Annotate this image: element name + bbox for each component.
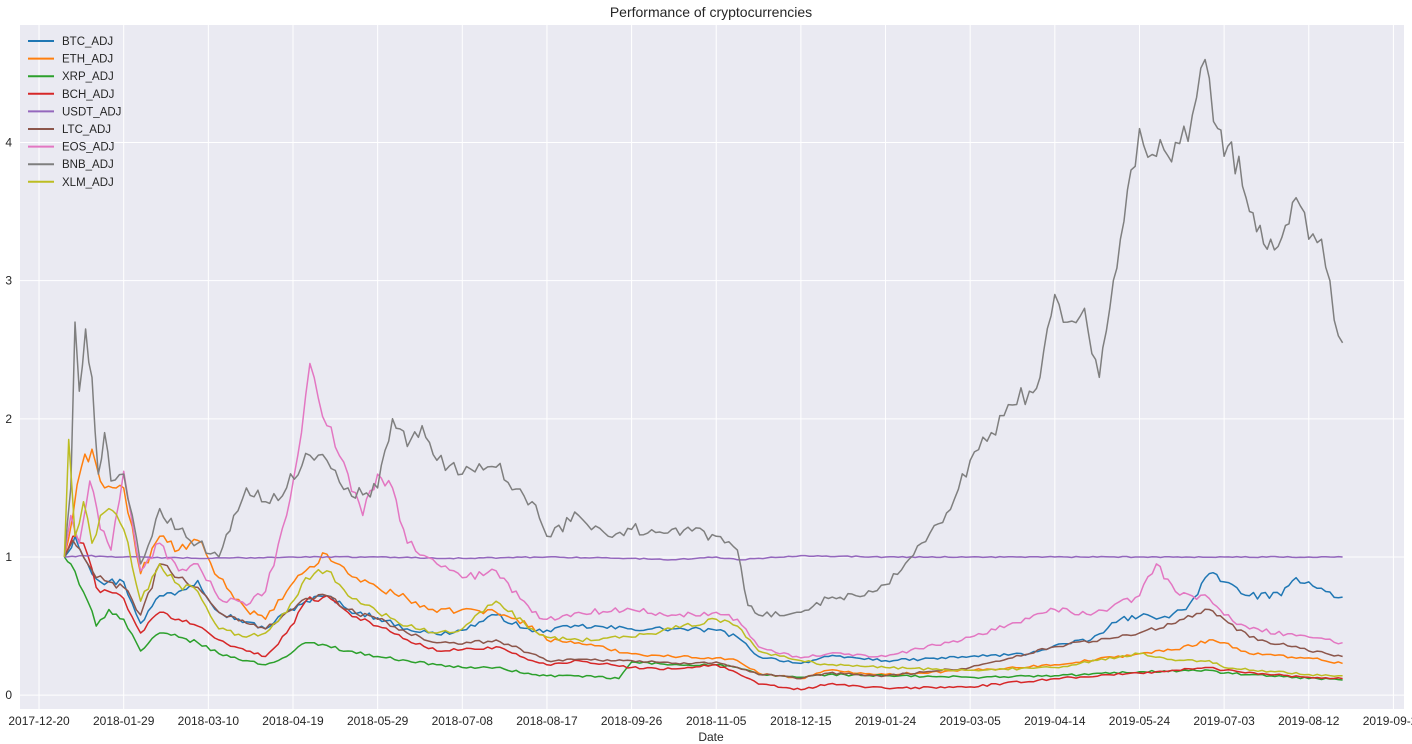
x-tick-label: 2019-03-05 bbox=[939, 714, 1001, 728]
x-tick-label: 2018-11-05 bbox=[686, 714, 747, 728]
y-tick-label: 4 bbox=[5, 135, 12, 149]
series-line-xlm-adj bbox=[63, 438, 1343, 677]
x-tick-label: 2018-03-10 bbox=[178, 714, 240, 728]
plot-area bbox=[20, 25, 1404, 709]
chart-title: Performance of cryptocurrencies bbox=[610, 4, 812, 20]
series-line-xrp-adj bbox=[63, 556, 1343, 681]
series-line-btc-adj bbox=[63, 535, 1343, 665]
legend: BTC_ADJ ETH_ADJ XRP_ADJ BCH_ADJ USDT_ADJ LTC_… bbox=[28, 36, 121, 189]
x-tick-label: 2019-07-03 bbox=[1193, 714, 1255, 728]
x-tick-label: 2018-05-29 bbox=[347, 714, 409, 728]
x-tick-label: 2019-08-12 bbox=[1278, 714, 1340, 728]
series-line-bnb-adj bbox=[63, 58, 1344, 618]
x-tick-label: 2019-09-21 bbox=[1363, 714, 1412, 728]
x-tick-label: 2019-01-24 bbox=[855, 714, 917, 728]
legend-label: EOS_ADJ bbox=[62, 142, 114, 154]
legend-label: BCH_ADJ bbox=[62, 89, 114, 101]
legend-label: XLM_ADJ bbox=[62, 177, 114, 189]
x-tick-label: 2017-12-20 bbox=[8, 714, 70, 728]
x-tick-label: 2018-12-15 bbox=[770, 714, 832, 728]
x-tick-label: 2019-05-24 bbox=[1109, 714, 1171, 728]
legend-label: LTC_ADJ bbox=[62, 124, 111, 136]
y-tick-label: 0 bbox=[5, 688, 12, 702]
x-axis-ticks: 2017-12-20 2018-01-29 2018-03-10 2018-04-19… bbox=[8, 714, 1412, 728]
x-tick-label: 2018-07-08 bbox=[432, 714, 494, 728]
legend-label: BNB_ADJ bbox=[62, 159, 114, 171]
series-line-ltc-adj bbox=[63, 539, 1343, 680]
y-tick-label: 3 bbox=[5, 274, 12, 288]
series-line-eth-adj bbox=[63, 448, 1343, 680]
legend-label: XRP_ADJ bbox=[62, 71, 114, 83]
x-tick-label: 2018-09-26 bbox=[601, 714, 663, 728]
x-tick-label: 2018-04-19 bbox=[262, 714, 324, 728]
y-axis-ticks: 0 1 2 3 4 bbox=[5, 135, 12, 702]
series-line-bch-adj bbox=[63, 535, 1343, 691]
series-layer bbox=[63, 58, 1344, 691]
series-line-usdt-adj bbox=[64, 554, 1343, 561]
x-tick-label: 2018-01-29 bbox=[93, 714, 155, 728]
series-line-eos-adj bbox=[63, 362, 1343, 659]
legend-label: USDT_ADJ bbox=[62, 106, 121, 118]
x-axis-label: Date bbox=[698, 730, 724, 744]
y-tick-label: 2 bbox=[5, 412, 12, 426]
x-tick-label: 2019-04-14 bbox=[1024, 714, 1086, 728]
x-tick-label: 2018-08-17 bbox=[516, 714, 578, 728]
legend-label: BTC_ADJ bbox=[62, 36, 113, 48]
y-tick-label: 1 bbox=[5, 550, 12, 564]
legend-label: ETH_ADJ bbox=[62, 54, 113, 66]
